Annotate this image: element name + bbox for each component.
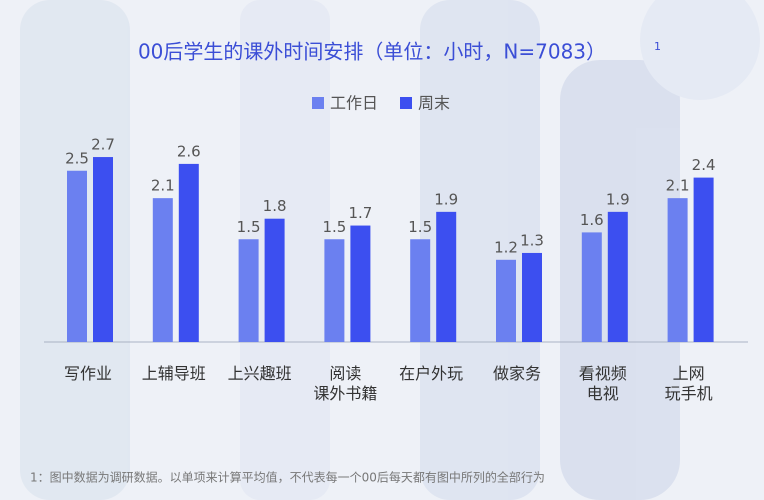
bar	[350, 225, 371, 342]
bar	[436, 211, 457, 342]
value-label: 2.1	[151, 177, 175, 195]
title-note-marker: 1	[654, 40, 661, 53]
bar	[410, 239, 431, 342]
x-tick-label: 上网 玩手机	[664, 364, 713, 403]
footnote: 1：图中数据为调研数据。以单项来计算平均值，不代表每一个00后每天都有图中所列的…	[30, 470, 545, 485]
value-label: 1.7	[348, 204, 372, 222]
bar	[238, 239, 259, 342]
value-label: 1.9	[434, 190, 458, 208]
value-label: 1.9	[606, 190, 630, 208]
background-decoration	[20, 0, 760, 500]
x-tick-label: 上辅导班	[141, 364, 206, 383]
chart-title: 00后学生的课外时间安排（单位：小时，N=7083）	[138, 40, 606, 64]
bar	[93, 157, 113, 342]
bar	[496, 259, 516, 342]
x-tick-label: 阅读 课外书籍	[313, 364, 378, 403]
bar	[667, 198, 688, 342]
x-tick-label: 在户外玩	[399, 364, 464, 383]
value-label: 1.8	[263, 197, 287, 215]
legend-swatch	[312, 97, 324, 109]
value-label: 1.2	[494, 238, 518, 256]
value-label: 2.6	[177, 142, 201, 160]
value-label: 2.4	[692, 156, 716, 174]
legend-label: 周末	[418, 94, 450, 113]
legend-swatch	[400, 97, 412, 109]
bar	[693, 177, 714, 342]
x-tick-label: 看视频 电视	[578, 364, 627, 403]
bar	[67, 170, 87, 342]
bar	[264, 218, 285, 342]
value-label: 1.5	[408, 218, 432, 236]
legend-label: 工作日	[330, 94, 378, 113]
value-label: 1.6	[580, 211, 604, 229]
value-label: 1.5	[322, 218, 346, 236]
value-label: 2.7	[91, 136, 115, 154]
bar	[324, 239, 345, 342]
value-label: 1.3	[520, 231, 544, 249]
x-tick-label: 做家务	[492, 364, 541, 383]
bar	[607, 211, 628, 342]
x-tick-label: 上兴趣班	[227, 364, 292, 383]
value-label: 2.1	[666, 177, 690, 195]
value-label: 2.5	[65, 149, 89, 167]
value-label: 1.5	[237, 218, 261, 236]
x-tick-label: 写作业	[63, 364, 112, 383]
bar	[178, 163, 199, 342]
bar	[152, 198, 173, 342]
bar	[522, 252, 542, 342]
bar	[581, 232, 602, 342]
